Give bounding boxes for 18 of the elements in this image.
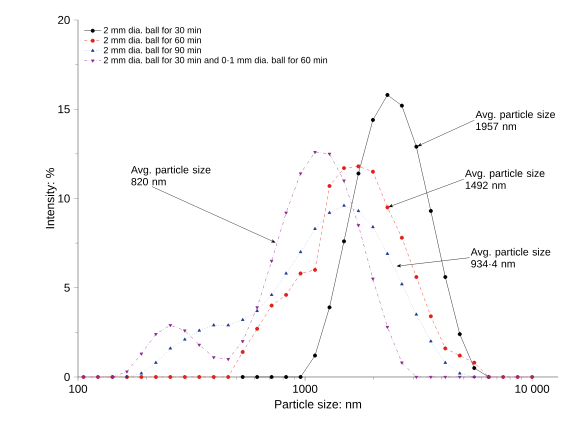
x-tick-label: 100 bbox=[69, 384, 88, 393]
y-tick-label: 10 bbox=[58, 194, 70, 203]
annotation: Avg. particle size 1492 nm bbox=[464, 169, 545, 189]
y-tick-label: 5 bbox=[64, 284, 70, 292]
y-axis-title: Intensity: % bbox=[46, 168, 57, 228]
y-tick-label: 0 bbox=[64, 372, 70, 382]
y-tick-label: 15 bbox=[58, 105, 70, 114]
legend-label: 2 mm dia. ball for 30 min and 0·1 mm dia. ball for 60 min bbox=[104, 56, 328, 64]
annotation: Avg. particle size 820 nm bbox=[130, 166, 211, 186]
legend-label: 2 mm dia. ball for 60 min bbox=[104, 36, 201, 44]
annotation: Avg. particle size 1957 nm bbox=[475, 110, 555, 130]
x-tick-label: 10 000 bbox=[515, 384, 550, 393]
annotation: Avg. particle size 934·4 nm bbox=[470, 248, 550, 268]
legend-label: 2 mm dia. ball for 90 min bbox=[104, 46, 201, 54]
y-tick-label: 20 bbox=[58, 16, 70, 24]
x-tick-label: 1000 bbox=[293, 384, 318, 393]
legend-label: 2 mm dia. ball for 30 min bbox=[104, 26, 201, 34]
x-axis-title: Particle size: nm bbox=[275, 400, 362, 408]
